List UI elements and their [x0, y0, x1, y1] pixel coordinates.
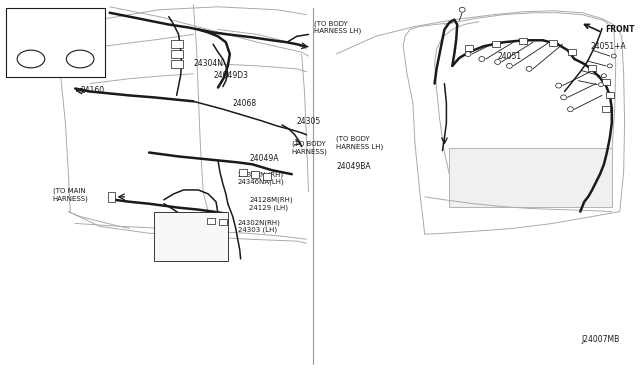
Text: FRONT: FRONT	[605, 25, 634, 34]
Ellipse shape	[556, 83, 561, 88]
Ellipse shape	[67, 50, 94, 68]
Ellipse shape	[611, 54, 616, 58]
Bar	[449, 148, 612, 207]
Text: 24049BA: 24049BA	[336, 162, 371, 171]
Text: J24007MB: J24007MB	[581, 335, 620, 344]
Bar	[519, 38, 527, 44]
Text: 24346N (RH)
24346NA(LH): 24346N (RH) 24346NA(LH)	[237, 171, 284, 185]
Text: 24051: 24051	[498, 52, 522, 61]
Ellipse shape	[568, 107, 573, 112]
Bar	[154, 212, 228, 261]
Bar	[171, 60, 182, 68]
Text: 24128M(RH)
24129 (LH): 24128M(RH) 24129 (LH)	[250, 197, 293, 211]
Bar	[588, 65, 596, 71]
Bar	[171, 50, 182, 58]
Bar	[239, 169, 246, 176]
Text: 24049D3: 24049D3	[213, 71, 248, 80]
Text: 24049A: 24049A	[250, 154, 279, 163]
Ellipse shape	[561, 95, 566, 100]
Ellipse shape	[465, 52, 471, 57]
Text: 24160: 24160	[80, 86, 104, 95]
Bar	[602, 106, 610, 112]
Ellipse shape	[506, 63, 513, 68]
Text: (TO BODY
HARNESS LH): (TO BODY HARNESS LH)	[314, 20, 362, 34]
Bar	[252, 171, 259, 178]
Text: 24269W: 24269W	[65, 15, 96, 24]
Ellipse shape	[17, 50, 45, 68]
Bar	[465, 45, 473, 51]
Text: 24304N: 24304N	[193, 60, 223, 68]
Ellipse shape	[598, 83, 604, 87]
Bar	[171, 40, 182, 48]
Text: (TO BODY
HARNESS): (TO BODY HARNESS)	[292, 141, 328, 155]
Bar	[263, 173, 271, 180]
Bar	[606, 93, 614, 98]
Text: 24068: 24068	[233, 99, 257, 108]
Ellipse shape	[607, 64, 612, 68]
Text: 24302N(RH)
24303 (LH): 24302N(RH) 24303 (LH)	[237, 219, 280, 233]
Bar	[108, 192, 115, 202]
Text: (TO BODY
HARNESS LH): (TO BODY HARNESS LH)	[336, 136, 383, 150]
Bar	[492, 41, 500, 47]
Bar	[568, 49, 577, 55]
Bar	[207, 218, 215, 224]
Ellipse shape	[602, 74, 606, 78]
Text: (TO MAIN
HARNESS): (TO MAIN HARNESS)	[52, 188, 88, 202]
Text: 24305: 24305	[297, 116, 321, 125]
Bar	[6, 8, 105, 77]
Text: 24051+A: 24051+A	[590, 42, 626, 51]
Bar	[602, 79, 610, 84]
Bar	[548, 40, 557, 46]
Ellipse shape	[495, 60, 500, 64]
Bar	[219, 219, 227, 225]
Ellipse shape	[526, 66, 532, 71]
Ellipse shape	[460, 7, 465, 12]
Ellipse shape	[479, 57, 485, 61]
Text: 24058J: 24058J	[18, 15, 44, 24]
